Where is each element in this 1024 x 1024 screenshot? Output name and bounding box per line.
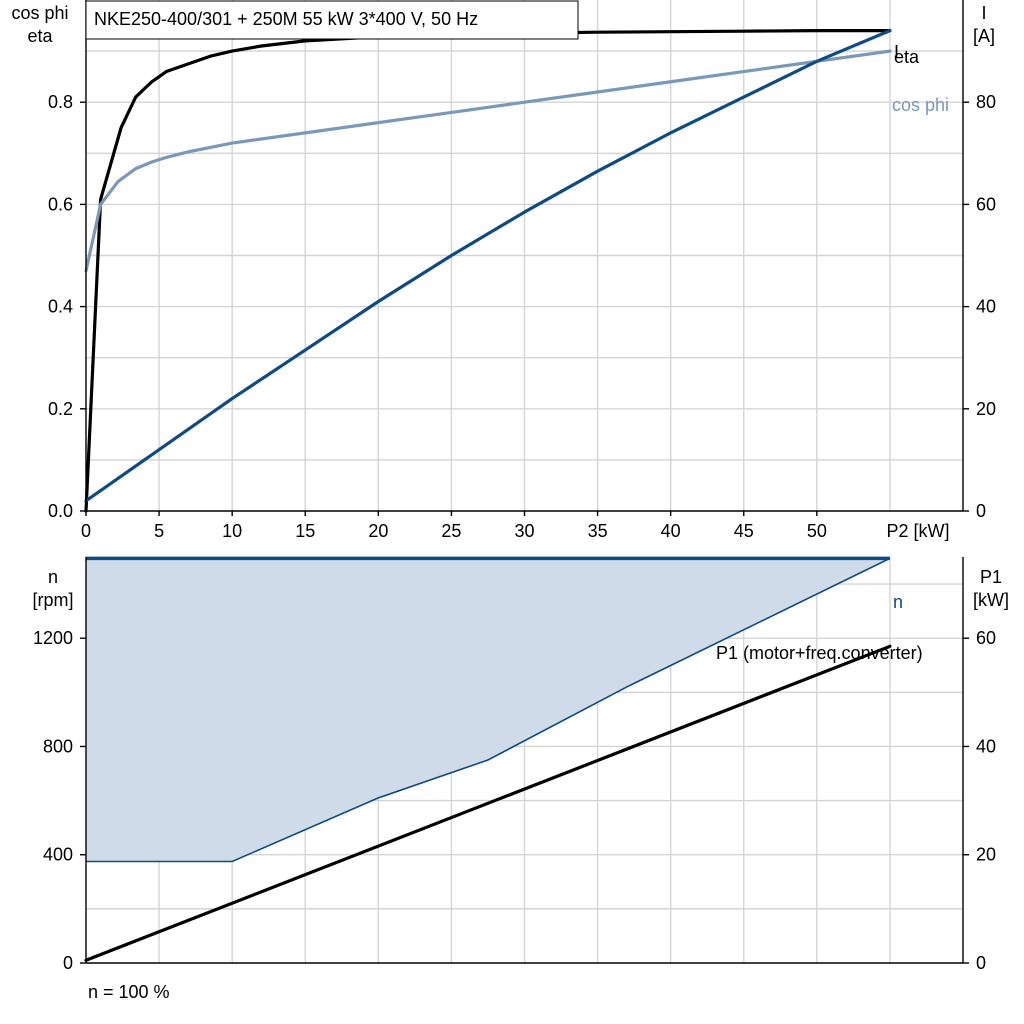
x-tick-label: 15 (295, 521, 315, 541)
x-axis-label: P2 [kW] (886, 521, 949, 541)
speed-footnote: n = 100 % (88, 982, 170, 1002)
bottom-chart-axes (85, 557, 964, 964)
right-axis-label-line1: I (981, 3, 986, 23)
bottom-right-axis-label-line2: [kW] (973, 590, 1009, 610)
x-tick-label: 20 (368, 521, 388, 541)
x-tick-label: 45 (734, 521, 754, 541)
right-axis-label-line2: [A] (973, 26, 995, 46)
left-tick-label: 0.0 (48, 501, 73, 521)
speed-range-area (86, 558, 890, 862)
right-tick-label: 40 (976, 297, 996, 317)
right-tick-label: 40 (976, 736, 996, 756)
series-line-i (84, 29, 892, 503)
x-tick-label: 35 (588, 521, 608, 541)
top-chart-series (84, 29, 892, 513)
bottom-chart-series (84, 556, 892, 962)
series-label-cos-phi: cos phi (892, 95, 949, 115)
left-axis-label-line2: eta (27, 26, 53, 46)
right-tick-label: 20 (976, 399, 996, 419)
top-chart-grid (86, 0, 963, 511)
right-tick-label: 80 (976, 92, 996, 112)
chart-title-box (85, 0, 579, 40)
left-axis-label-line1: cos phi (11, 3, 68, 23)
left-tick-label: 0.6 (48, 194, 73, 214)
right-tick-label: 60 (976, 628, 996, 648)
series-label-eta: eta (894, 47, 920, 67)
series-line-cos-phi (84, 49, 892, 273)
x-tick-label: 25 (441, 521, 461, 541)
left-tick-label: 800 (43, 736, 73, 756)
series-label-p1: P1 (motor+freq.converter) (716, 643, 923, 663)
x-tick-label: 10 (222, 521, 242, 541)
bottom-right-axis-label-line1: P1 (980, 567, 1002, 587)
series-line-eta (84, 29, 892, 513)
left-tick-label: 0.2 (48, 399, 73, 419)
right-tick-label: 0 (976, 501, 986, 521)
chart-title: NKE250-400/301 + 250M 55 kW 3*400 V, 50 … (94, 9, 478, 29)
right-tick-label: 60 (976, 194, 996, 214)
right-tick-label: 0 (976, 953, 986, 973)
bottom-left-axis-label-line1: n (48, 567, 58, 587)
efficiency-current-chart: 0.0 0.2 0.4 0.6 0.8 0 20 40 60 80 0 5 10 15 20 25 30 35 40… (11, 0, 996, 541)
left-tick-label: 0.4 (48, 297, 73, 317)
right-tick-label: 20 (976, 845, 996, 865)
top-chart-ticks: 0.0 0.2 0.4 0.6 0.8 0 20 40 60 80 0 5 10 15 20 25 30 35 40… (48, 92, 996, 541)
bottom-chart-ticks: 0 400 800 1200 0 20 40 60 (33, 628, 996, 973)
series-label-current: I (894, 42, 899, 62)
speed-power-chart: 0 400 800 1200 0 20 40 60 n [rpm] P1 [kW] n P1 … (32, 556, 1009, 1002)
left-tick-label: 1200 (33, 628, 73, 648)
x-tick-label: 30 (514, 521, 534, 541)
x-tick-label: 50 (807, 521, 827, 541)
series-label-n: n (893, 592, 903, 612)
left-tick-label: 0.8 (48, 92, 73, 112)
top-chart-axes (85, 0, 964, 512)
series-line-p1-motor-freq-converter (84, 644, 892, 962)
x-tick-label: 40 (661, 521, 681, 541)
left-tick-label: 400 (43, 845, 73, 865)
left-tick-label: 0 (63, 953, 73, 973)
speed-min-line (86, 557, 891, 863)
x-tick-label: 5 (154, 521, 164, 541)
x-tick-label: 0 (81, 521, 91, 541)
bottom-left-axis-label-line2: [rpm] (32, 590, 73, 610)
